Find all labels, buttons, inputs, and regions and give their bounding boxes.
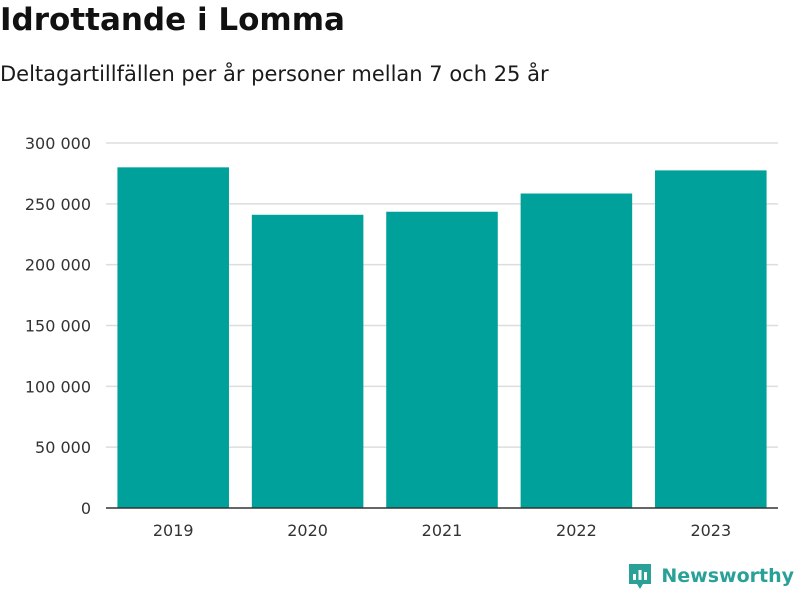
bar-2021[interactable]	[386, 211, 498, 508]
x-tick-label: 2020	[287, 521, 328, 540]
x-tick-label: 2021	[422, 521, 463, 540]
y-tick-label: 0	[81, 499, 91, 518]
bar-2020[interactable]	[251, 214, 364, 509]
y-tick-label: 150 000	[25, 317, 91, 336]
x-tick-label: 2019	[153, 521, 194, 540]
tick-labels: 0 50 000 100 000 150 000 200 000 250 000 300 0…	[25, 134, 731, 540]
y-tick-label: 300 000	[25, 134, 91, 153]
chart-title: Idrottande i Lomma	[0, 2, 345, 38]
y-tick-label: 200 000	[25, 256, 91, 275]
brand-name: Newsworthy	[661, 565, 794, 587]
bars	[117, 167, 767, 509]
brand[interactable]: Newsworthy	[627, 562, 794, 590]
x-tick-label: 2023	[690, 521, 731, 540]
chart-subtitle: Deltagartillfällen per år personer mella…	[0, 62, 549, 86]
y-tick-label: 50 000	[35, 438, 91, 457]
y-tick-label: 250 000	[25, 195, 91, 214]
bar-2022[interactable]	[520, 193, 633, 508]
newsworthy-logo-icon	[629, 564, 652, 589]
bar-2023[interactable]	[655, 170, 767, 508]
bar-2019[interactable]	[117, 167, 229, 509]
y-tick-label: 100 000	[25, 377, 91, 396]
x-tick-label: 2022	[556, 521, 597, 540]
